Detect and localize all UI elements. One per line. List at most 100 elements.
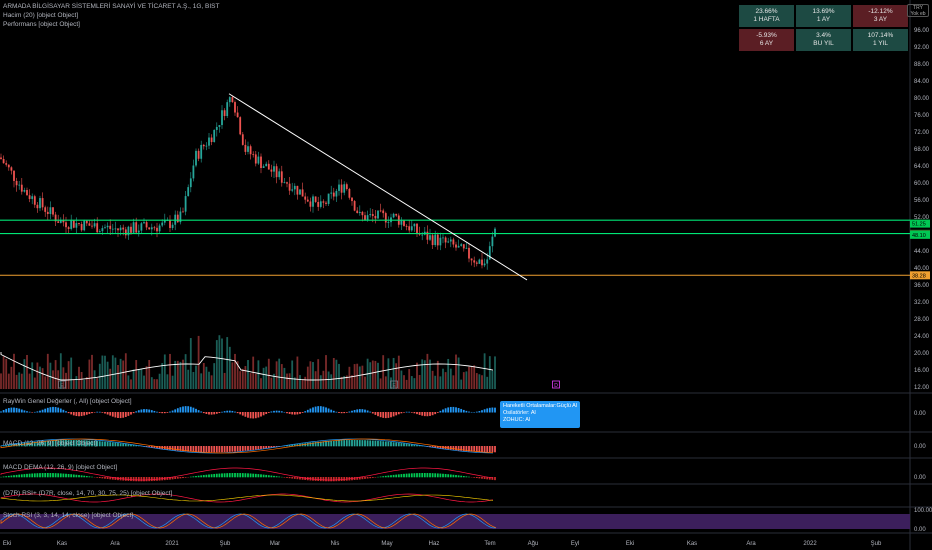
raywin-bar bbox=[257, 412, 260, 418]
macd-scale: 0.00 bbox=[914, 444, 926, 450]
macd-bar bbox=[348, 440, 351, 447]
volume-bar bbox=[486, 376, 489, 389]
dema-bar bbox=[46, 473, 49, 478]
raywin-bar bbox=[314, 406, 317, 413]
raywin-bar bbox=[78, 412, 80, 417]
volume-bar bbox=[36, 362, 39, 389]
macd-bar bbox=[413, 444, 416, 447]
performance-legend[interactable]: Performans [object Object] bbox=[3, 21, 80, 28]
stoch-d-line bbox=[0, 513, 497, 529]
candle-body bbox=[62, 220, 65, 223]
candle-body bbox=[384, 213, 387, 223]
volume-bar bbox=[5, 358, 8, 389]
raywin-bar bbox=[429, 412, 431, 416]
macd-bar bbox=[223, 446, 226, 453]
macd-bar bbox=[236, 446, 239, 452]
volume-bar bbox=[132, 369, 135, 389]
macd-bar bbox=[325, 441, 327, 447]
raywin-bar bbox=[174, 409, 177, 413]
volume-bar bbox=[10, 366, 13, 389]
raywin-bar bbox=[223, 411, 226, 413]
volume-bar bbox=[88, 359, 91, 389]
candle-body bbox=[156, 227, 158, 232]
performance-widget: 23.66% 1 HAFTA 13.69% 1 AY -12.12% 3 AY -5.… bbox=[739, 5, 908, 51]
candle-body bbox=[10, 167, 13, 171]
currency-badge[interactable]: TRY Yok eb bbox=[907, 4, 929, 17]
raywin-bar bbox=[343, 412, 346, 414]
volume-bar bbox=[130, 379, 132, 389]
macd-bar bbox=[314, 441, 317, 447]
volume-bar bbox=[306, 366, 309, 389]
candle-body bbox=[257, 156, 260, 164]
stoch-rsi-legend[interactable]: Stoch RSI (3, 3, 14, 14, close) [object … bbox=[3, 512, 134, 519]
candle-body bbox=[343, 184, 346, 193]
volume-bar bbox=[252, 356, 255, 389]
raywin-bar bbox=[327, 408, 330, 413]
raywin-bar bbox=[426, 412, 429, 417]
raywin-bar bbox=[452, 406, 455, 413]
raywin-bar bbox=[85, 412, 88, 415]
volume-bar bbox=[286, 373, 288, 389]
volume-legend[interactable]: Hacim (20) [object Object] bbox=[3, 12, 79, 19]
candle-body bbox=[457, 245, 460, 248]
candle-body bbox=[361, 211, 364, 216]
volume-bar bbox=[452, 375, 455, 389]
candle-body bbox=[262, 166, 265, 168]
candle-body bbox=[338, 184, 340, 191]
macd-bar bbox=[439, 446, 442, 449]
macd-bar bbox=[473, 446, 476, 452]
macd-bar bbox=[111, 442, 114, 447]
symbol-title[interactable]: ARMADA BİLGİSAYAR SİSTEMLERİ SANAYİ VE T… bbox=[3, 3, 220, 10]
volume-bar bbox=[481, 375, 483, 389]
macd-legend[interactable]: MACD (12, 26, 9) [object Object] bbox=[3, 440, 97, 447]
candle-body bbox=[462, 244, 465, 249]
candle-body bbox=[301, 189, 304, 197]
macd-bar bbox=[36, 441, 39, 447]
raywin-bar bbox=[371, 412, 374, 414]
volume-bar bbox=[475, 373, 478, 389]
macd-bar bbox=[106, 441, 109, 447]
macd-bar bbox=[429, 446, 431, 448]
dema-bar bbox=[140, 477, 143, 482]
macd-dema-legend[interactable]: MACD DEMA (12, 26, 9) [object Object] bbox=[3, 464, 118, 471]
volume-bar bbox=[46, 353, 49, 389]
candle-body bbox=[317, 201, 320, 207]
dema-bar bbox=[150, 477, 153, 482]
volume-bar bbox=[33, 377, 36, 389]
dema-bar bbox=[403, 473, 405, 478]
candle-body bbox=[434, 234, 437, 246]
dema-bar bbox=[132, 477, 135, 482]
dmi-legend[interactable]: (D7R) RSI+ (D7R, close, 14, 70, 30, 75, … bbox=[3, 490, 173, 497]
volume-bar bbox=[462, 372, 465, 389]
raywin-bar bbox=[148, 409, 151, 413]
dema-bar bbox=[330, 477, 333, 482]
raywin-legend[interactable]: RayWin Genel Değerler (, All) [object Ob… bbox=[3, 398, 132, 405]
dema-bar bbox=[36, 473, 39, 478]
dema-bar bbox=[366, 477, 369, 479]
volume-bar bbox=[93, 370, 96, 389]
macd-bar bbox=[59, 440, 62, 447]
volume-bar bbox=[384, 376, 387, 389]
raywin-bar bbox=[163, 412, 166, 414]
dema-bar bbox=[52, 473, 54, 478]
macd-bar bbox=[395, 442, 398, 447]
candle-body bbox=[65, 222, 67, 228]
volume-bar bbox=[223, 372, 226, 389]
candle-body bbox=[41, 198, 44, 208]
volume-bar bbox=[442, 368, 444, 389]
dema-bar bbox=[317, 477, 320, 482]
raywin-bar bbox=[228, 410, 231, 413]
macd-bar bbox=[260, 446, 262, 450]
volume-bar bbox=[137, 369, 140, 389]
candle-body bbox=[148, 227, 151, 230]
volume-bar bbox=[59, 353, 62, 389]
raywin-bar bbox=[49, 407, 52, 413]
dema-bar bbox=[218, 473, 221, 478]
dema-bar bbox=[70, 474, 73, 478]
volume-bar bbox=[364, 376, 366, 389]
stoch-scale-low: 0.00 bbox=[914, 527, 926, 533]
volume-bar bbox=[244, 366, 247, 389]
macd-bar bbox=[39, 441, 41, 447]
candle-body bbox=[20, 184, 23, 192]
